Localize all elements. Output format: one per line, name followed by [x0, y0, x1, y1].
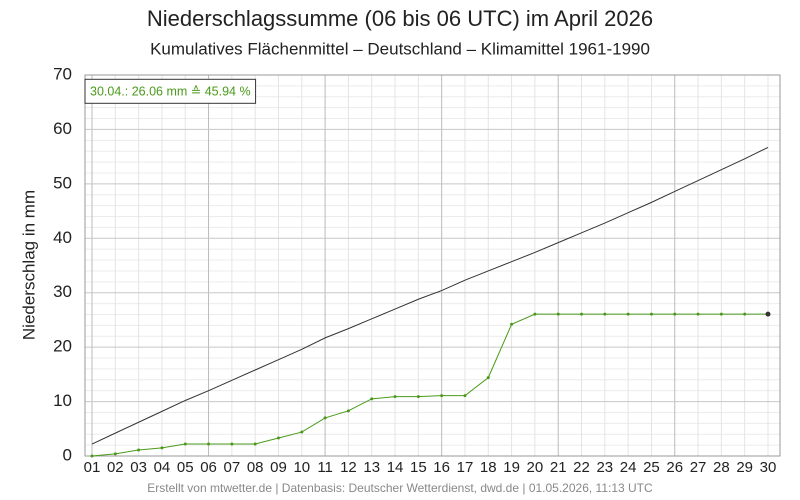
data-point — [673, 312, 677, 316]
x-tick-label: 24 — [620, 459, 637, 476]
annotation: 30.04.: 26.06 mm ≙ 45.94 % — [90, 84, 251, 98]
series-line — [91, 146, 769, 445]
y-tick-label: 0 — [63, 445, 72, 464]
x-tick-label: 08 — [247, 459, 264, 476]
x-tick-label: 27 — [690, 459, 707, 476]
chart-subtitle: Kumulatives Flächenmittel – Deutschland … — [150, 39, 650, 58]
x-tick-label: 13 — [363, 459, 380, 476]
x-tick-label: 05 — [177, 459, 194, 476]
x-tick-label: 25 — [643, 459, 660, 476]
data-point — [626, 312, 630, 316]
y-tick-label: 40 — [53, 228, 72, 247]
x-tick-label: 04 — [154, 459, 171, 476]
x-tick-label: 15 — [410, 459, 427, 476]
data-point — [183, 442, 187, 446]
x-tick-label: 22 — [573, 459, 590, 476]
y-tick-label: 60 — [53, 119, 72, 138]
chart-title: Niederschlagssumme (06 bis 06 UTC) im Ap… — [147, 6, 653, 31]
data-point — [765, 311, 771, 317]
x-tick-label: 14 — [387, 459, 404, 476]
data-point — [300, 430, 304, 434]
data-point — [346, 409, 350, 413]
data-point — [230, 442, 234, 446]
data-point — [719, 312, 723, 316]
x-tick-label: 20 — [527, 459, 544, 476]
annotation-box — [84, 78, 257, 104]
data-point — [207, 442, 211, 446]
data-point — [440, 394, 444, 398]
x-tick-label: 18 — [480, 459, 497, 476]
data-point — [696, 312, 700, 316]
data-point — [533, 312, 537, 316]
series-line — [91, 313, 768, 457]
x-tick-label: 16 — [433, 459, 450, 476]
data-point — [580, 312, 584, 316]
data-point — [113, 452, 117, 456]
y-tick-label: 70 — [53, 64, 72, 83]
y-tick-label: 10 — [53, 391, 72, 410]
data-point — [323, 416, 327, 420]
x-tick-label: 01 — [84, 459, 101, 476]
data-point — [137, 448, 141, 452]
x-tick-label: 28 — [713, 459, 730, 476]
data-point — [276, 436, 280, 440]
y-tick-label: 50 — [53, 173, 72, 192]
x-tick-label: 21 — [550, 459, 567, 476]
x-tick-label: 06 — [200, 459, 217, 476]
data-point — [649, 312, 653, 316]
x-tick-label: 09 — [270, 459, 287, 476]
data-point — [603, 312, 607, 316]
y-axis-label: Niederschlag in mm — [19, 190, 38, 340]
data-point — [393, 395, 397, 399]
y-tick-label: 20 — [53, 337, 72, 356]
x-tick-label: 03 — [130, 459, 147, 476]
data-point — [370, 397, 374, 401]
data-point — [486, 376, 490, 380]
x-tick-label: 30 — [760, 459, 777, 476]
data-point — [743, 312, 747, 316]
x-tick-label: 26 — [666, 459, 683, 476]
data-point — [416, 395, 420, 399]
x-tick-label: 12 — [340, 459, 357, 476]
footer: Erstellt von mtwetter.de | Datenbasis: D… — [147, 481, 653, 495]
x-tick-label: 17 — [457, 459, 474, 476]
data-point — [510, 322, 514, 326]
data-point — [253, 442, 257, 446]
x-tick-label: 23 — [596, 459, 613, 476]
data-point — [463, 394, 467, 398]
x-tick-label: 07 — [224, 459, 241, 476]
plot-frame — [84, 74, 781, 457]
x-tick-label: 02 — [107, 459, 124, 476]
data-point — [556, 312, 560, 316]
x-tick-label: 10 — [293, 459, 310, 476]
data-point — [90, 454, 94, 458]
y-tick-label: 30 — [53, 282, 72, 301]
x-tick-label: 11 — [317, 459, 333, 476]
x-tick-label: 29 — [736, 459, 753, 476]
data-point — [160, 446, 164, 450]
x-tick-label: 19 — [503, 459, 520, 476]
